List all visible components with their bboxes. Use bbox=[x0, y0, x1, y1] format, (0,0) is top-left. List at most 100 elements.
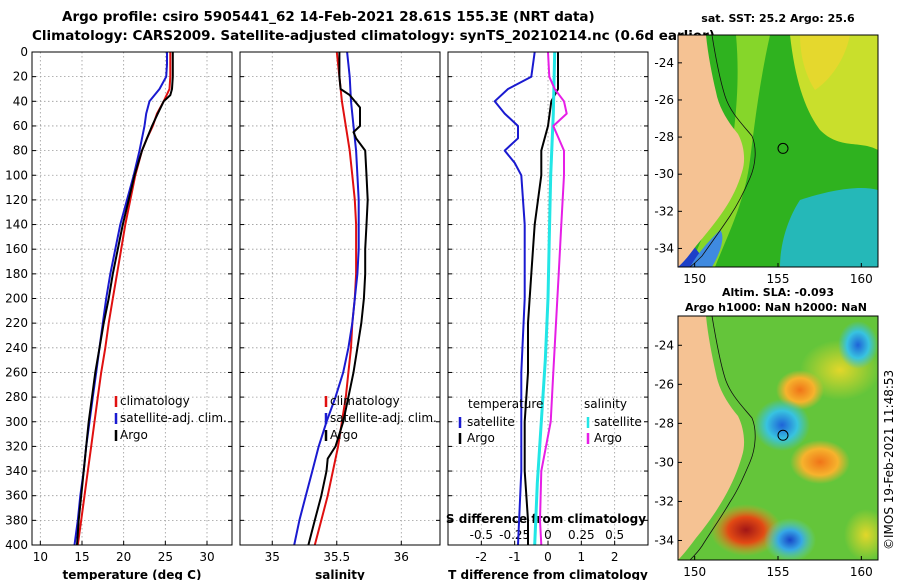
sst-map-xtick-label: 160 bbox=[850, 272, 873, 286]
sla-map-title: Altim. SLA: -0.093 bbox=[722, 286, 834, 299]
temperature-legend-label: climatology bbox=[120, 394, 190, 408]
depth-tick-label: 280 bbox=[5, 390, 28, 404]
sla-map-ytick-label: -32 bbox=[654, 494, 674, 508]
salinity-diff-tick-label: 0.25 bbox=[568, 528, 595, 542]
depth-tick-label: 220 bbox=[5, 316, 28, 330]
temperature-xtick-label: 30 bbox=[199, 550, 214, 564]
temperature-legend-label: satellite-adj. clim. bbox=[120, 411, 227, 425]
depth-tick-label: 340 bbox=[5, 464, 28, 478]
sla-map-xtick-label: 150 bbox=[683, 565, 706, 579]
sla-map-anomaly-7 bbox=[764, 518, 816, 560]
difference-xtick-label: 2 bbox=[611, 550, 619, 564]
sla-map-anomaly-3 bbox=[754, 399, 810, 451]
depth-tick-label: 140 bbox=[5, 218, 28, 232]
sst-map-xtick-label: 150 bbox=[683, 272, 706, 286]
difference-frame bbox=[447, 51, 649, 546]
sst-map-argo-marker bbox=[777, 142, 789, 154]
depth-tick-label: 260 bbox=[5, 365, 28, 379]
sst-map-ytick-label: -34 bbox=[654, 241, 674, 255]
difference-series-s-satellite bbox=[533, 51, 557, 546]
sst-map-xtick-label: 155 bbox=[767, 272, 790, 286]
salinity-series-satellite-adj-clim- bbox=[293, 51, 360, 546]
sst-map-ytick-label: -32 bbox=[654, 204, 674, 218]
salinity-diff-axis-label: S difference from climatology bbox=[446, 512, 646, 526]
salinity-panel: 35 35.5 36 salinity climatology satellite-adj… bbox=[239, 51, 441, 580]
difference-panel: -2 -1 0 1 2 T difference from climatology S di… bbox=[446, 51, 649, 580]
salinity-frame bbox=[239, 51, 441, 546]
sla-map-ytick-label: -28 bbox=[654, 416, 674, 430]
sla-map-subtitle: Argo h1000: NaN h2000: NaN bbox=[685, 301, 867, 314]
legend-salinity-title: salinity bbox=[584, 397, 627, 411]
figure-title-line1: Argo profile: csiro 5905441_62 14-Feb-20… bbox=[62, 9, 595, 25]
depth-tick-label: 240 bbox=[5, 341, 28, 355]
legend-sal-label: Argo bbox=[594, 431, 622, 445]
salinity-legend-label: climatology bbox=[330, 394, 400, 408]
depth-tick-label: 380 bbox=[5, 513, 28, 527]
difference-series-s-argo bbox=[539, 51, 568, 546]
legend-sal-label: satellite bbox=[594, 415, 642, 429]
temperature-frame bbox=[31, 51, 233, 546]
figure-title-line2: Climatology: CARS2009. Satellite-adjuste… bbox=[32, 28, 715, 44]
sst-map-ytick-label: -30 bbox=[654, 167, 674, 181]
sst-map-shelf-line bbox=[689, 35, 756, 267]
salinity-xtick-label: 35 bbox=[265, 550, 280, 564]
sla-map-anomaly-5 bbox=[838, 321, 878, 369]
depth-tick-label: 120 bbox=[5, 193, 28, 207]
sla-map-ytick-label: -26 bbox=[654, 377, 674, 391]
salinity-legend-label: Argo bbox=[330, 428, 358, 442]
salinity-diff-tick-label: 0 bbox=[544, 528, 552, 542]
difference-xlabel: T difference from climatology bbox=[448, 568, 648, 580]
difference-xtick-label: 0 bbox=[544, 550, 552, 564]
salinity-xtick-label: 35.5 bbox=[323, 550, 350, 564]
sla-map-anomaly-6 bbox=[710, 504, 782, 556]
difference-xtick-label: -2 bbox=[475, 550, 487, 564]
sla-map-ytick-label: -34 bbox=[654, 533, 674, 547]
sst-map-cool-patch bbox=[780, 188, 878, 267]
sla-map-xtick-label: 160 bbox=[850, 565, 873, 579]
depth-tick-label: 20 bbox=[13, 70, 28, 84]
sst-map-ytick-label: -24 bbox=[654, 56, 674, 70]
legend-temp-label: satellite bbox=[467, 415, 515, 429]
sla-map-argo-marker bbox=[777, 429, 789, 441]
difference-xtick-label: 1 bbox=[578, 550, 586, 564]
credit-text: ©IMOS 19-Feb-2021 11:48:53 bbox=[882, 370, 896, 550]
sst-map-shelf-band bbox=[690, 35, 770, 267]
sst-map: sat. SST: 25.2 Argo: 25.6 150 155 160 -24 -2… bbox=[654, 12, 879, 286]
sla-map-ytick-label: -30 bbox=[654, 455, 674, 469]
legend-temperature-title: temperature bbox=[468, 397, 543, 411]
sst-map-title: sat. SST: 25.2 Argo: 25.6 bbox=[701, 12, 855, 25]
sla-map-anomaly-8 bbox=[844, 509, 878, 560]
temperature-xlabel: temperature (deg C) bbox=[63, 568, 202, 580]
difference-series-t-argo bbox=[523, 52, 559, 545]
salinity-diff-tick-label: 0.5 bbox=[605, 528, 624, 542]
depth-tick-label: 160 bbox=[5, 242, 28, 256]
difference-xtick-label: -1 bbox=[509, 550, 521, 564]
depth-tick-label: 300 bbox=[5, 415, 28, 429]
depth-tick-label: 60 bbox=[13, 119, 28, 133]
salinity-diff-tick-label: -0.5 bbox=[470, 528, 493, 542]
sla-map-shelf-line bbox=[689, 316, 756, 560]
sla-map-anomaly-4 bbox=[790, 440, 850, 484]
salinity-series-argo bbox=[307, 52, 369, 546]
sst-map-ytick-label: -26 bbox=[654, 93, 674, 107]
salinity-diff-tick-label: -0.25 bbox=[499, 528, 530, 542]
temperature-series-argo bbox=[76, 52, 174, 546]
sla-map-xtick-label: 155 bbox=[767, 565, 790, 579]
depth-tick-label: 100 bbox=[5, 168, 28, 182]
depth-tick-label: 180 bbox=[5, 267, 28, 281]
temperature-panel: 0 20 40 60 80 100 120 140 160 180 200 220 240 260 280 3… bbox=[5, 45, 233, 580]
sst-map-land bbox=[678, 35, 745, 267]
legend-temp-label: Argo bbox=[467, 431, 495, 445]
depth-tick-label: 400 bbox=[5, 538, 28, 552]
salinity-xlabel: salinity bbox=[315, 568, 365, 580]
difference-series-t-satellite bbox=[493, 51, 536, 546]
temperature-xtick-label: 20 bbox=[116, 550, 131, 564]
salinity-legend-label: satellite-adj. clim. bbox=[330, 411, 437, 425]
depth-tick-label: 360 bbox=[5, 489, 28, 503]
salinity-xtick-label: 36 bbox=[394, 550, 409, 564]
temperature-xtick-label: 25 bbox=[158, 550, 173, 564]
temperature-xtick-label: 15 bbox=[74, 550, 89, 564]
depth-tick-label: 0 bbox=[20, 45, 28, 59]
sst-map-ytick-label: -28 bbox=[654, 130, 674, 144]
